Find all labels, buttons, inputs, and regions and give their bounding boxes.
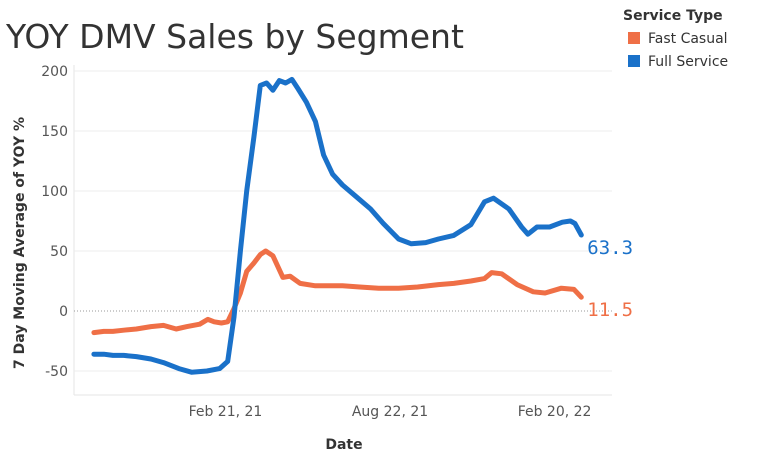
legend-title: Service Type [623,8,723,24]
series-line-fast-casual [91,248,584,336]
y-axis-title: 7 Day Moving Average of YOY % [12,117,28,369]
series-line-full-service [91,76,584,375]
grid-lines [74,70,612,372]
y-tick-label: 200 [41,64,68,80]
y-tick-labels: -50 0 50 100 150 200 [41,64,68,380]
legend-swatch [628,55,640,67]
x-tick-label: Feb 21, 21 [189,404,263,420]
legend-label: Full Service [648,54,728,70]
y-tick-label: 50 [50,244,68,260]
x-axis-title: Date [325,437,362,453]
end-label-full-service: 63.3 [587,237,633,259]
x-tick-labels: Feb 21, 21 Aug 22, 21 Feb 20, 22 [189,404,592,420]
end-label-fast-casual: 11.5 [587,299,633,321]
y-tick-label: -50 [45,364,68,380]
legend-items: Fast Casual Full Service [628,31,728,70]
series-end-labels: 11.5 63.3 [587,237,633,321]
x-tick-label: Aug 22, 21 [352,404,428,420]
chart-title: YOY DMV Sales by Segment [5,17,464,56]
y-tick-label: 100 [41,184,68,200]
legend: Service Type Fast Casual Full Service [623,8,728,70]
y-tick-label: 150 [41,124,68,140]
legend-label: Fast Casual [648,31,728,47]
legend-swatch [628,32,640,44]
series-lines [91,76,584,375]
x-tick-label: Feb 20, 22 [518,404,592,420]
y-tick-label: 0 [59,304,68,320]
